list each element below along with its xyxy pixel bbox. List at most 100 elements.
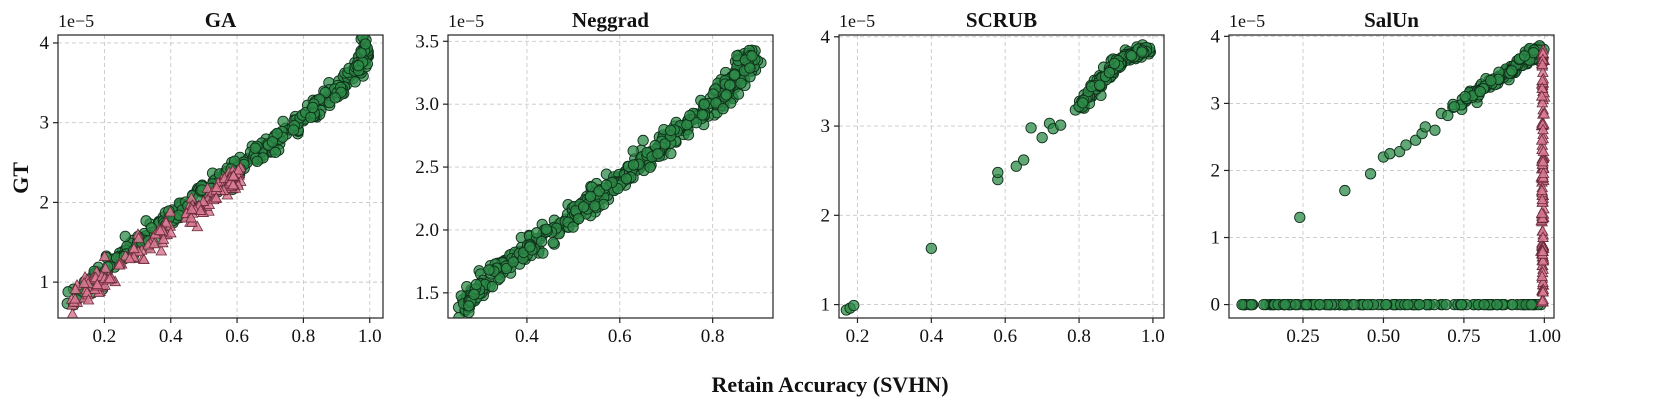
- y-tick-label: 3.5: [415, 31, 439, 52]
- scatter-point: [1440, 298, 1452, 311]
- scatter-point: [1136, 46, 1148, 58]
- scatter-point: [1010, 160, 1022, 172]
- scatter-point: [1348, 298, 1360, 311]
- triangle-point: [1536, 96, 1549, 108]
- scatter-point: [584, 190, 597, 203]
- scatter-point: [1485, 74, 1497, 87]
- scatter-point: [463, 300, 475, 312]
- scatter-point: [251, 155, 263, 168]
- y-tick-label: 2: [40, 192, 50, 213]
- scatter-point: [627, 159, 640, 171]
- x-tick-label: 1.00: [1528, 326, 1561, 347]
- y-tick-label: 1: [40, 272, 50, 293]
- scatter-point: [470, 278, 483, 291]
- scatter-point: [535, 235, 548, 248]
- y-tick-label: 3: [40, 113, 50, 134]
- scatter-point: [1025, 122, 1037, 134]
- scatter-point: [1402, 298, 1414, 311]
- scatter-point: [1448, 101, 1460, 113]
- triangle-point: [154, 224, 167, 236]
- triangle-point: [103, 272, 116, 284]
- scatter-point: [1442, 109, 1454, 122]
- x-tick-label: 0.6: [225, 326, 249, 347]
- scatter-point: [349, 76, 361, 88]
- scatter-point: [1018, 154, 1030, 166]
- triangle-point: [138, 253, 150, 264]
- triangle-point: [1535, 90, 1548, 101]
- scatter-point: [1289, 298, 1302, 311]
- triangle-point: [185, 211, 198, 223]
- scatter-point: [1459, 90, 1471, 103]
- scatter-point: [352, 59, 365, 72]
- y-tick-label: 4: [40, 33, 50, 54]
- offset-text: 1e−5: [448, 11, 484, 31]
- triangle-point: [164, 205, 177, 217]
- scatter-point: [287, 124, 300, 136]
- triangle-point: [157, 233, 170, 244]
- scatter-point: [589, 200, 601, 212]
- scatter-point: [1338, 298, 1350, 311]
- scatter-point: [1455, 298, 1468, 311]
- scatter-point: [1519, 50, 1531, 62]
- y-axis-label: GT: [8, 162, 33, 194]
- triangle-point: [1536, 58, 1549, 69]
- y-tick-label: 4: [821, 27, 831, 48]
- scatter-point: [1384, 148, 1396, 160]
- x-axis-label: Retain Accuracy (SVHN): [711, 372, 948, 397]
- x-tick-label: 0.50: [1367, 326, 1400, 347]
- plot-frame: [447, 34, 774, 319]
- plot-frame: [1228, 34, 1555, 319]
- triangle-point: [210, 181, 223, 192]
- triangle-point: [1538, 107, 1551, 119]
- scatter-point: [119, 230, 131, 242]
- x-tick-label: 0.2: [846, 326, 870, 347]
- scatter-point: [720, 89, 732, 101]
- scatter-point: [620, 173, 633, 185]
- scatter-point: [1364, 168, 1377, 180]
- scatter-point: [746, 50, 758, 62]
- scatter-point: [848, 299, 860, 312]
- scatter-point: [1506, 65, 1518, 77]
- triangle-point: [123, 252, 136, 264]
- triangle-point: [1536, 184, 1548, 195]
- triangle-point: [82, 293, 95, 305]
- scatter-point: [728, 69, 741, 81]
- triangle-point: [1537, 145, 1550, 156]
- triangle-point: [155, 244, 168, 256]
- triangle-point: [91, 278, 104, 289]
- panel-neggrad: 0.4 0.6 0.8 1.5 2.0 2.5 3.0 3.5 1e−5 Neggrad: [415, 8, 774, 347]
- scatter-point: [724, 79, 736, 91]
- scatter-point: [992, 166, 1004, 179]
- scatter-point: [1279, 298, 1291, 311]
- y-tick-label: 3: [821, 116, 831, 137]
- y-tick-label: 2: [1211, 160, 1221, 181]
- triangle-point: [69, 292, 81, 304]
- scatter-point: [1380, 298, 1392, 311]
- scatter-point: [1474, 85, 1486, 98]
- scatter-point: [305, 111, 317, 124]
- triangle-point: [148, 237, 161, 249]
- scatter-point: [1125, 50, 1138, 62]
- scatter-point: [1036, 132, 1048, 144]
- triangle-point: [1536, 193, 1549, 205]
- x-tick-label: 1.0: [1141, 326, 1165, 347]
- x-tick-label: 0.6: [993, 326, 1017, 347]
- scatter-point: [717, 103, 729, 115]
- x-tick-label: 0.6: [608, 326, 632, 347]
- triangle-point: [1537, 254, 1549, 266]
- x-tick-label: 0.4: [159, 326, 183, 347]
- y-tick-label: 2: [821, 205, 831, 226]
- scatter-point: [732, 88, 745, 100]
- y-tick-label: 3: [1211, 93, 1221, 114]
- triangle-point: [232, 163, 245, 175]
- x-tick-label: 1.0: [358, 326, 382, 347]
- scatter-point: [698, 98, 710, 111]
- triangle-point: [99, 262, 112, 273]
- scatter-point: [572, 213, 585, 225]
- y-tick-label: 1: [1211, 228, 1221, 249]
- panel-title-neggrad: Neggrad: [572, 8, 649, 32]
- scatter-point: [1245, 298, 1258, 311]
- scatter-point: [684, 109, 696, 122]
- triangle-point: [160, 216, 172, 228]
